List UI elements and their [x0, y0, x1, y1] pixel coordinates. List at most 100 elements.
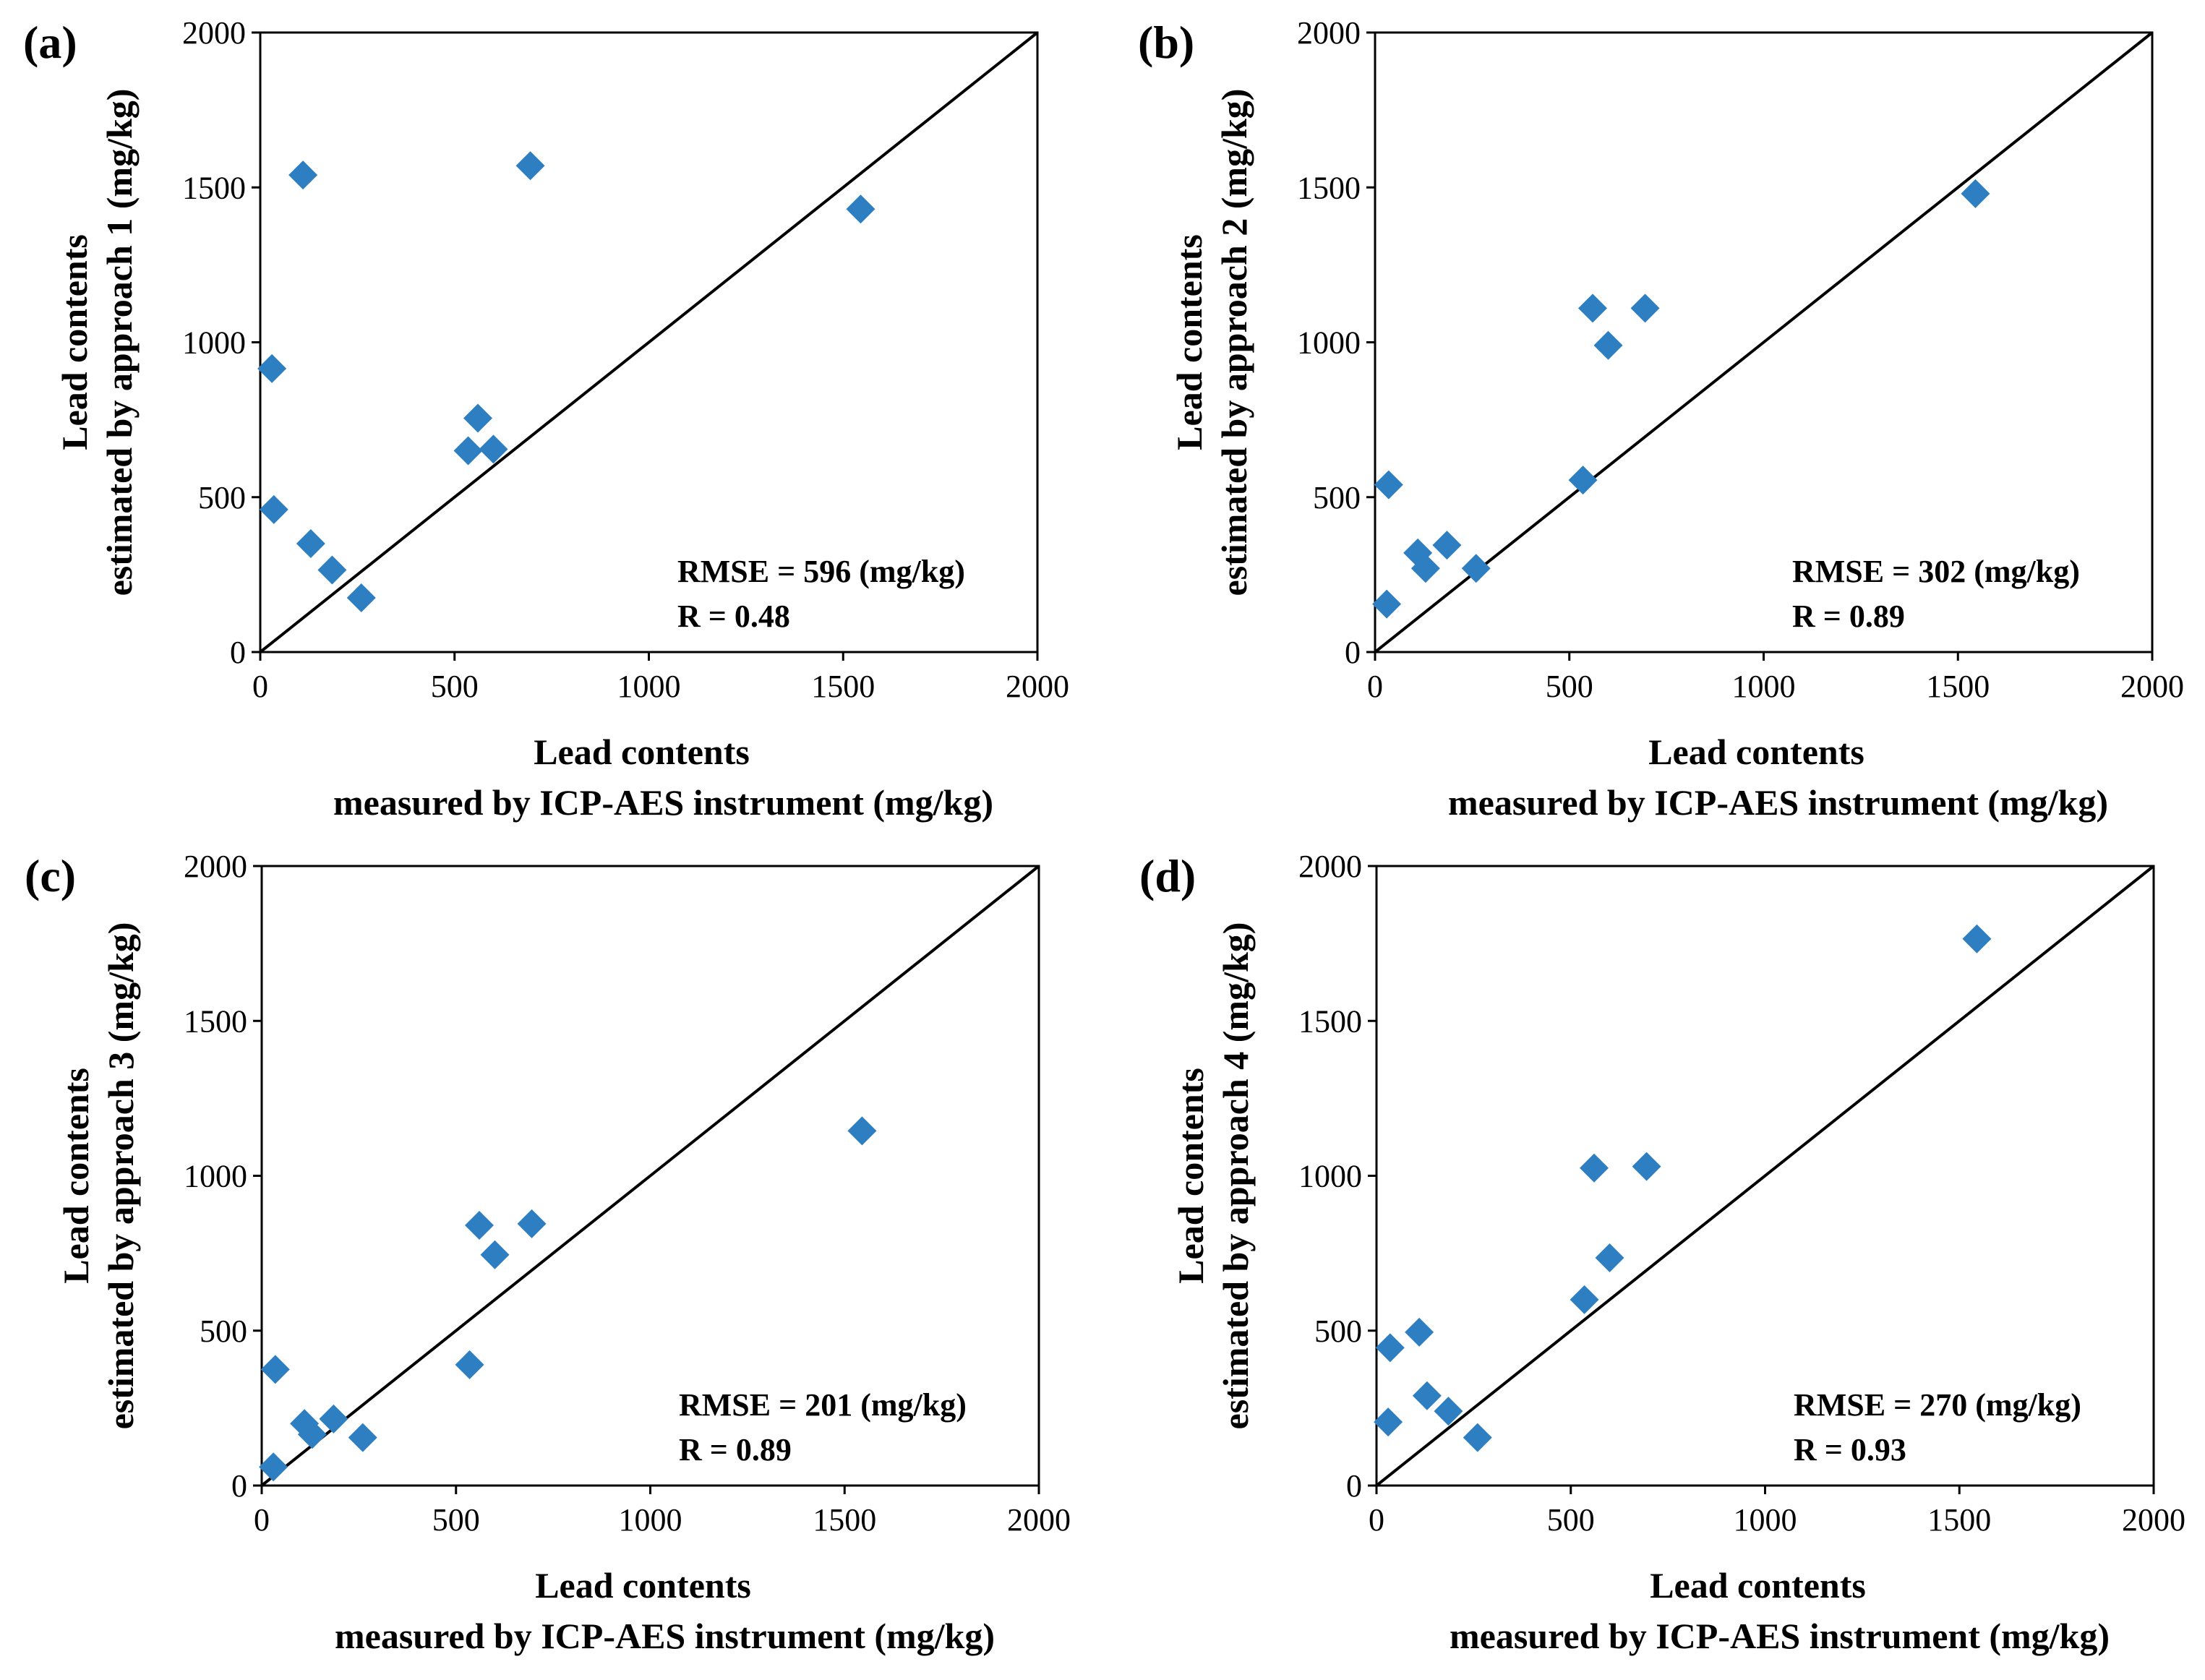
- x-axis-label: measured by ICP-AES instrument (mg/kg): [333, 782, 993, 823]
- data-point: [847, 1116, 877, 1146]
- x-tick-label: 0: [254, 1502, 270, 1538]
- panel-label: (b): [1138, 17, 1194, 68]
- data-point: [288, 160, 318, 190]
- data-point: [1570, 1285, 1599, 1314]
- x-tick-label: 500: [1546, 669, 1593, 704]
- data-point: [1463, 1423, 1492, 1452]
- x-tick-label: 0: [1369, 1502, 1384, 1538]
- r-annotation: R = 0.48: [677, 599, 790, 634]
- data-point: [480, 1240, 510, 1269]
- r-annotation: R = 0.89: [679, 1432, 792, 1467]
- y-axis-label: Lead contents: [54, 234, 95, 450]
- data-point: [317, 555, 347, 585]
- data-point: [346, 583, 376, 613]
- data-point: [1578, 293, 1607, 323]
- data-point: [1568, 466, 1598, 495]
- x-tick-label: 1000: [617, 669, 681, 704]
- data-point: [1412, 1381, 1442, 1410]
- panel-c: 00 500 500 1000 1000 1500 1500 2000 2000 RMSE = 2…: [25, 849, 1071, 1656]
- y-tick-label: 500: [1314, 1313, 1362, 1349]
- x-axis-label: measured by ICP-AES instrument (mg/kg): [1448, 782, 2108, 823]
- data-point: [260, 1355, 290, 1384]
- y-tick-label: 0: [231, 1468, 247, 1504]
- panel-d: 00 500 500 1000 1000 1500 1500 2000 2000 RMSE = 2…: [1139, 849, 2185, 1656]
- y-tick-label: 0: [230, 635, 246, 670]
- x-tick-label: 500: [432, 1502, 480, 1538]
- y-tick-label: 500: [198, 480, 246, 515]
- data-point: [259, 494, 288, 524]
- panel-label: (a): [23, 17, 77, 68]
- data-point: [1595, 1243, 1624, 1273]
- y-tick-label: 1000: [182, 325, 246, 361]
- y-tick-label: 1500: [1297, 170, 1361, 205]
- data-point: [515, 151, 545, 181]
- y-tick-label: 500: [1313, 480, 1361, 515]
- data-point: [1593, 330, 1623, 360]
- y-tick-label: 500: [200, 1313, 247, 1349]
- rmse-annotation: RMSE = 270 (mg/kg): [1794, 1387, 2081, 1423]
- y-tick-label: 0: [1346, 1468, 1362, 1504]
- data-point: [1961, 179, 1990, 208]
- data-point: [348, 1423, 377, 1452]
- data-point: [463, 403, 492, 433]
- y-tick-label: 2000: [182, 15, 246, 51]
- y-tick-label: 1000: [1297, 325, 1361, 361]
- x-tick-label: 2000: [2122, 1502, 2185, 1538]
- data-point: [1632, 1152, 1661, 1181]
- data-point: [1372, 589, 1402, 619]
- reference-line: [1375, 865, 2155, 1487]
- data-point: [1375, 1333, 1405, 1363]
- y-tick-label: 2000: [1297, 15, 1361, 51]
- x-axis-label: Lead contents: [1648, 732, 1864, 772]
- y-axis-label: Lead contents: [1169, 234, 1209, 450]
- y-tick-label: 1500: [182, 170, 246, 205]
- rmse-annotation: RMSE = 201 (mg/kg): [679, 1387, 967, 1423]
- y-axis-label: estimated by approach 2 (mg/kg): [1214, 89, 1254, 596]
- x-tick-label: 2000: [1006, 669, 1069, 704]
- x-axis-label: Lead contents: [534, 732, 750, 772]
- data-point: [1374, 1407, 1403, 1437]
- reference-line: [259, 31, 1039, 653]
- y-tick-label: 1000: [184, 1159, 247, 1194]
- data-point: [455, 1350, 484, 1379]
- panel-a: 00 500 500 1000 1000 1500 1500 2000 2000 RMSE = 5…: [23, 15, 1069, 823]
- x-tick-label: 1500: [813, 1502, 876, 1538]
- x-tick-label: 0: [252, 669, 268, 704]
- data-point: [1434, 1397, 1463, 1426]
- x-tick-label: 1000: [1734, 1502, 1797, 1538]
- x-tick-label: 1500: [811, 669, 875, 704]
- y-tick-label: 2000: [1298, 849, 1362, 884]
- data-point: [1630, 293, 1660, 323]
- x-tick-label: 2000: [1007, 1502, 1071, 1538]
- data-point: [465, 1211, 494, 1240]
- y-axis-label: Lead contents: [56, 1068, 96, 1284]
- data-point: [1410, 554, 1440, 583]
- x-tick-label: 1500: [1926, 669, 1990, 704]
- rmse-annotation: RMSE = 302 (mg/kg): [1792, 554, 2080, 589]
- data-point: [297, 1420, 327, 1449]
- x-tick-label: 1500: [1927, 1502, 1991, 1538]
- data-point: [1580, 1153, 1609, 1183]
- rmse-annotation: RMSE = 596 (mg/kg): [677, 554, 965, 589]
- x-tick-label: 500: [1547, 1502, 1595, 1538]
- data-point: [1962, 924, 1992, 953]
- panel-label: (d): [1139, 850, 1196, 901]
- data-point: [1432, 531, 1462, 560]
- x-axis-label: Lead contents: [1650, 1565, 1866, 1606]
- y-axis-label: Lead contents: [1170, 1068, 1211, 1284]
- data-point: [846, 194, 875, 224]
- r-annotation: R = 0.89: [1792, 599, 1905, 634]
- y-tick-label: 0: [1345, 635, 1361, 670]
- x-axis-label: measured by ICP-AES instrument (mg/kg): [1450, 1616, 2110, 1656]
- x-tick-label: 1000: [619, 1502, 682, 1538]
- data-point: [1405, 1317, 1434, 1347]
- x-tick-label: 500: [431, 669, 479, 704]
- x-tick-label: 0: [1367, 669, 1383, 704]
- data-point: [479, 434, 508, 464]
- data-point: [1461, 554, 1491, 583]
- data-point: [319, 1404, 348, 1433]
- reference-line: [1374, 31, 2154, 653]
- data-point: [517, 1209, 547, 1238]
- data-point: [259, 1452, 288, 1482]
